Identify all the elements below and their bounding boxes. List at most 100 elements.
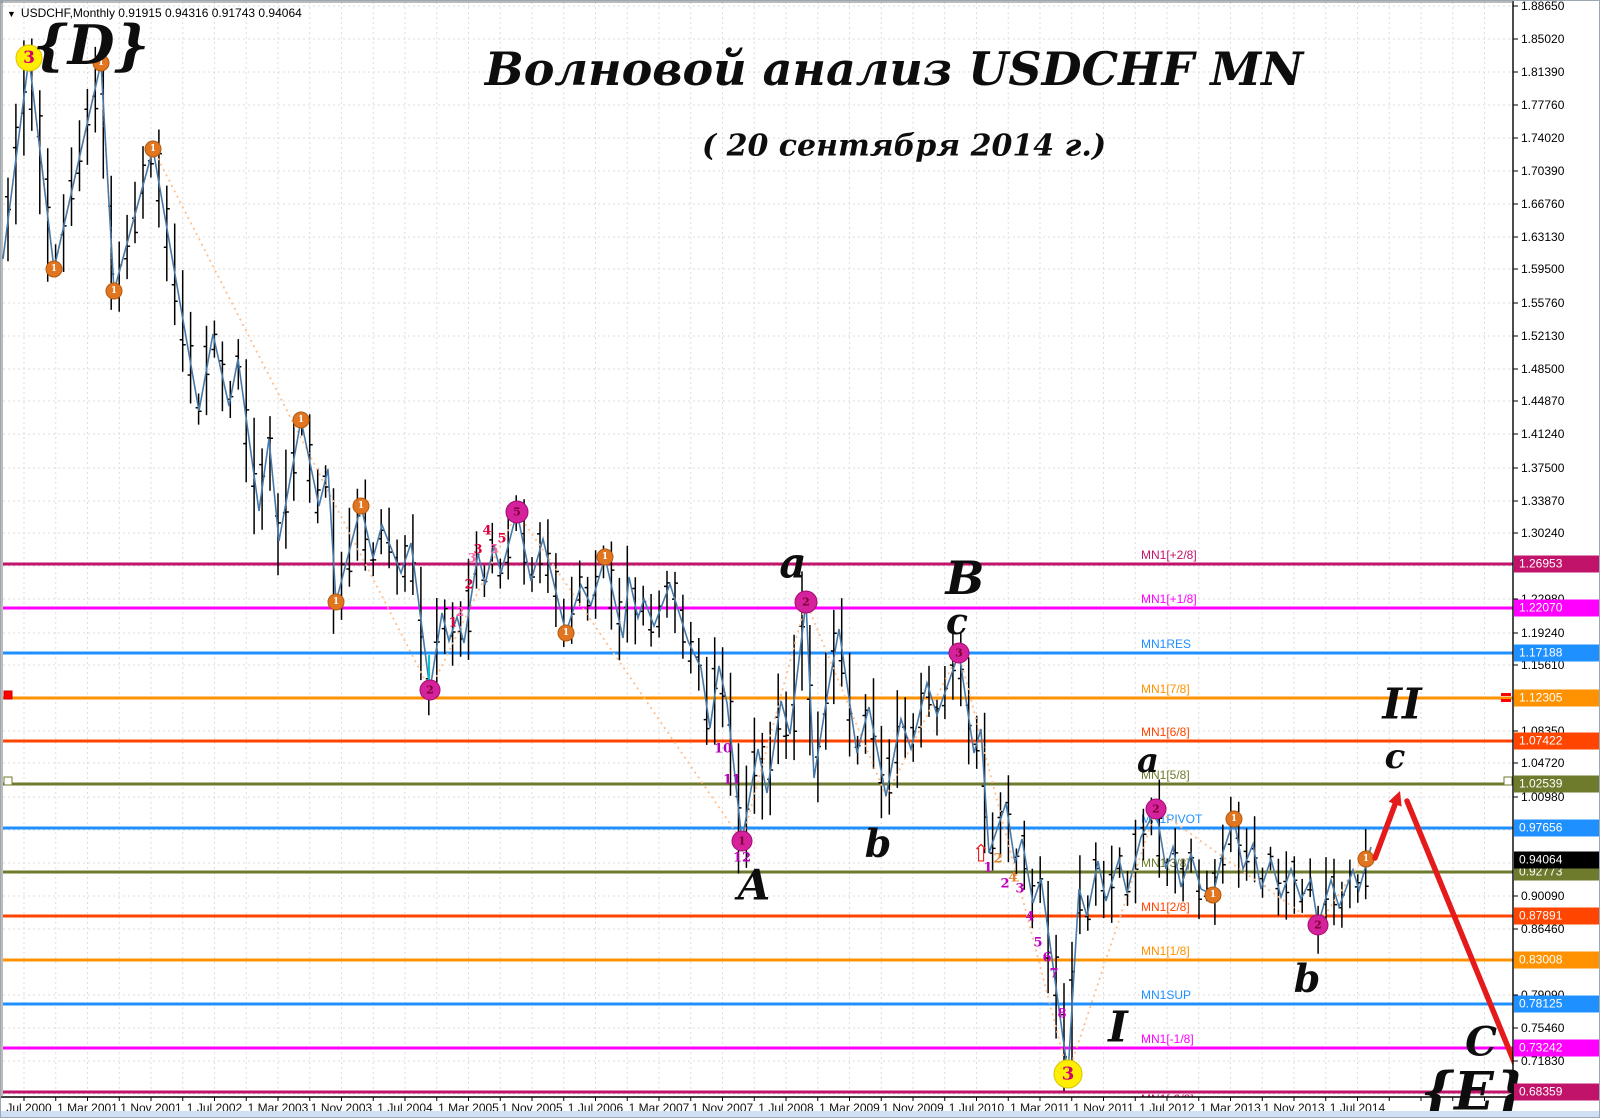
handwritten-note: B (945, 551, 985, 605)
wave-mark: 7 (1049, 967, 1058, 982)
price-level-chip: 0.83008 (1514, 951, 1599, 969)
swing-circle[interactable] (794, 590, 818, 614)
plot-area[interactable]: MN1[+2/8] MN1[+1/8] MN1RES MN1[7/8] MN1[6/8]… (2, 2, 1525, 1106)
swing-circle-number: 1 (1231, 814, 1237, 824)
price-tick: 1.37500 (1521, 461, 1565, 475)
swing-circle[interactable] (292, 411, 310, 429)
swing-circle-number: 1 (51, 264, 57, 274)
handwritten-note: c (946, 601, 968, 643)
trend-arrow[interactable] (1372, 801, 1398, 861)
wave-mark: 3 (468, 551, 476, 565)
price-tick: 1.77760 (1521, 98, 1565, 112)
swing-circle-number: 1 (1210, 890, 1216, 900)
fib-level-label: MN1[+2/8] (1141, 548, 1197, 562)
handwritten-note: {D} (32, 13, 150, 77)
price-level-chip: 0.78125 (1514, 995, 1599, 1013)
swing-circle-number: 1 (602, 552, 608, 562)
price-tick: 1.81390 (1521, 65, 1565, 79)
price-tick: 1.00980 (1521, 790, 1565, 804)
price-tick: 1.55760 (1521, 296, 1565, 310)
swing-circle-number: 1 (333, 597, 339, 607)
handwritten-note: c (1384, 737, 1406, 777)
swing-circle[interactable] (557, 624, 575, 642)
price-tick: 1.59500 (1521, 262, 1565, 276)
price-tick: 1.44870 (1521, 394, 1565, 408)
price-tick: 1.70390 (1521, 164, 1565, 178)
price-tick: 1.63130 (1521, 230, 1565, 244)
swing-circle-number: 1 (358, 501, 364, 511)
price-tick: 0.86460 (1521, 922, 1565, 936)
swing-circle[interactable] (1053, 1059, 1083, 1089)
price-level-chip: 1.12305 (1514, 689, 1599, 707)
wave-mark: 6 (1042, 951, 1051, 966)
handwritten-note: II (1382, 679, 1422, 729)
handwritten-note: C (1465, 1018, 1497, 1066)
price-tick: 1.30240 (1521, 526, 1565, 540)
wave-mark: 8 (1057, 1007, 1066, 1022)
fib-level-label: MN1[5/8] (1141, 768, 1190, 782)
handwritten-note: a (1136, 741, 1160, 781)
swing-circle[interactable] (596, 548, 614, 566)
handwritten-note: b (864, 820, 892, 866)
price-level-chip: 0.97656 (1514, 819, 1599, 837)
swing-circle-number: 3 (23, 48, 35, 68)
price-tick: 1.41240 (1521, 427, 1565, 441)
swing-circle-number: 1 (1363, 854, 1369, 864)
price-level-chip: 0.68359 (1514, 1083, 1599, 1101)
wave-mark: 4 (1008, 871, 1017, 886)
fib-level-label: MN1[6/8] (1141, 725, 1190, 739)
swing-circle[interactable] (45, 260, 63, 278)
swing-circle-number: 1 (563, 628, 569, 638)
price-level-chip: 1.02539 (1514, 775, 1599, 793)
current-price-chip: 0.94064 (1514, 851, 1599, 869)
swing-circle-number: 2 (426, 684, 434, 697)
swing-circle[interactable] (144, 140, 162, 158)
fib-level-label: MN1[2/8] (1141, 900, 1190, 914)
price-tick: 1.15610 (1521, 658, 1565, 672)
price-tick: 0.71830 (1521, 1054, 1565, 1068)
swing-circle[interactable] (327, 593, 345, 611)
wave-mark: 5 (490, 542, 498, 556)
zigzag-line[interactable] (2, 57, 1372, 1075)
swing-circle-number: 1 (298, 415, 304, 425)
fib-level-label: MN1[1/8] (1141, 944, 1190, 958)
fib-level-label: MN1[-1/8] (1141, 1032, 1194, 1046)
wave-mark: 1 (983, 861, 992, 876)
swing-circle[interactable] (352, 497, 370, 515)
chart-subtitle: ( 20 сентября 2014 г.) (701, 128, 1107, 164)
swing-circle[interactable] (15, 44, 43, 72)
swing-circle[interactable] (1204, 886, 1222, 904)
swing-circle[interactable] (92, 54, 110, 72)
swing-circle[interactable] (948, 642, 970, 664)
trend-arrow[interactable] (1404, 798, 1519, 1073)
swing-circle-number: 2 (1314, 919, 1322, 932)
swing-circle[interactable] (1145, 798, 1167, 820)
swing-circle-number: 1 (150, 144, 156, 154)
fib-level-label: MN1RES (1141, 637, 1191, 651)
wave-mark: 2 (456, 605, 464, 619)
symbol-title-bar[interactable]: ▼ USDCHF,Monthly 0.91915 0.94316 0.91743 … (7, 6, 302, 20)
symbol-title: USDCHF,Monthly 0.91915 0.94316 0.91743 0… (20, 6, 302, 20)
price-tick: 0.75460 (1521, 1021, 1565, 1035)
swing-circle[interactable] (105, 282, 123, 300)
fib-level-label: MN1[+1/8] (1141, 592, 1197, 606)
ohlc-bars (5, 33, 1369, 1091)
price-tick: 0.90090 (1521, 889, 1565, 903)
swing-circle[interactable] (1307, 914, 1329, 936)
swing-circle[interactable] (1225, 810, 1243, 828)
wave-mark: 5 (497, 532, 506, 547)
swing-circle[interactable] (419, 679, 441, 701)
wave-mark: 5 (1033, 936, 1042, 951)
line-endpoint-marker (3, 690, 13, 700)
price-tick: 1.48500 (1521, 362, 1565, 376)
price-tick: 1.52130 (1521, 329, 1565, 343)
wave-mark: 2 (1000, 877, 1009, 892)
line-endpoint-marker (1503, 776, 1513, 786)
swing-circle[interactable] (731, 830, 753, 852)
wave-mark: 4 (482, 524, 491, 539)
symbol-dropdown-icon[interactable]: ▼ (7, 9, 16, 19)
swing-circle[interactable] (505, 500, 529, 524)
handwritten-note: A (737, 860, 771, 910)
